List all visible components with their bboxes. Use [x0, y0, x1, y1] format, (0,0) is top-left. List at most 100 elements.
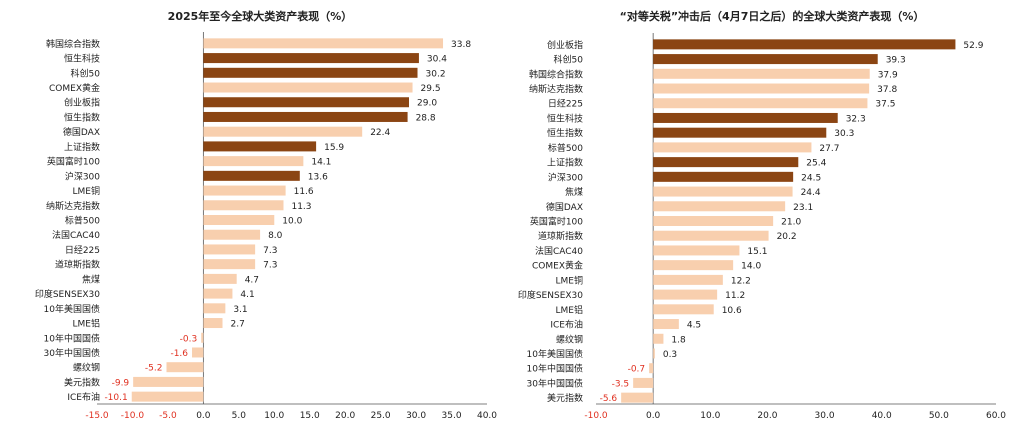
right-x-tick-label: 40.0 — [872, 411, 892, 421]
left-category-label: 上证指数 — [64, 141, 100, 153]
left-category-label: 法国CAC40 — [52, 229, 100, 241]
left-value-label: 3.1 — [233, 305, 247, 315]
left-category-label: 螺纹钢 — [73, 362, 100, 374]
right-value-label: 15.1 — [747, 247, 767, 257]
left-bar — [131, 391, 204, 402]
left-category-label: 10年美国国债 — [44, 303, 100, 315]
left-category-label: 恒生科技 — [64, 53, 100, 65]
left-category-label: 创业板指 — [64, 97, 100, 109]
left-category-label: 美元指数 — [64, 376, 100, 388]
right-bar — [653, 39, 956, 50]
left-value-label: 28.8 — [416, 113, 436, 123]
right-category-label: 印度SENSEX30 — [518, 289, 583, 301]
right-x-tick-label: -10.0 — [584, 411, 608, 421]
left-bar — [203, 97, 409, 108]
right-value-label: 23.1 — [793, 203, 813, 213]
right-value-label: 32.3 — [846, 114, 866, 124]
left-bar — [203, 67, 418, 78]
left-bar — [203, 185, 286, 196]
left-bar — [203, 318, 223, 329]
right-category-label: 30年中国国债 — [527, 377, 583, 389]
left-bar — [166, 362, 204, 373]
left-bar — [201, 332, 204, 343]
right-category-label: 美元指数 — [547, 392, 583, 404]
right-category-label: 创业板指 — [547, 39, 583, 51]
left-bar — [203, 53, 419, 64]
right-bar — [653, 216, 774, 226]
left-value-label: -10.1 — [104, 393, 127, 403]
right-chart: “对等关税”冲击后（4月7日之后）的全球大类资产表现（%） -10.0 0.0 10… — [518, 9, 1006, 421]
left-category-label: 印度SENSEX30 — [35, 288, 100, 300]
right-value-label: -0.7 — [628, 365, 646, 375]
left-category-label: 30年中国国债 — [44, 347, 100, 359]
left-category-label: LME铝 — [73, 318, 100, 330]
left-value-label: -1.6 — [170, 349, 188, 359]
left-category-label: 焦煤 — [82, 273, 100, 285]
right-category-label: 10年美国国债 — [527, 348, 583, 360]
right-bar — [653, 142, 812, 153]
left-category-label: 恒生指数 — [64, 111, 100, 123]
left-bar — [203, 111, 408, 122]
left-value-label: 22.4 — [370, 128, 390, 138]
left-bar — [203, 303, 226, 314]
left-x-tick-label: -15.0 — [85, 411, 109, 421]
left-value-label: 30.4 — [427, 55, 447, 65]
left-bar — [203, 259, 256, 270]
right-category-label: LME铜 — [556, 274, 583, 286]
right-category-label: 恒生指数 — [547, 127, 583, 139]
left-bar — [203, 288, 233, 299]
left-x-tick-label: -10.0 — [121, 411, 145, 421]
right-bar — [653, 171, 794, 182]
right-category-label: LME铝 — [556, 304, 583, 316]
left-x-tick-label: -5.0 — [159, 411, 177, 421]
right-bar — [653, 112, 838, 123]
left-value-label: 10.0 — [282, 217, 302, 227]
left-bar — [203, 170, 300, 181]
right-bar — [653, 304, 714, 315]
left-value-label: 29.5 — [421, 84, 441, 94]
right-bar — [653, 98, 868, 109]
right-value-label: 0.3 — [663, 350, 677, 360]
left-category-label: ICE布油 — [67, 391, 100, 403]
right-x-tick-label: 60.0 — [986, 411, 1006, 421]
right-category-label: 法国CAC40 — [535, 245, 583, 257]
right-bar — [653, 333, 664, 344]
left-value-label: 11.3 — [291, 202, 311, 212]
right-value-label: 20.2 — [777, 232, 797, 242]
left-x-tick-label: 15.0 — [300, 411, 320, 421]
left-value-label: 11.6 — [294, 187, 314, 197]
left-value-label: -5.2 — [145, 364, 163, 374]
left-bar — [133, 376, 204, 387]
left-x-tick-label: 10.0 — [264, 411, 284, 421]
right-value-label: 12.2 — [731, 276, 751, 286]
right-category-label: 纳斯达克指数 — [529, 83, 583, 95]
left-bar — [203, 273, 237, 284]
left-category-label: COMEX黄金 — [49, 82, 100, 94]
right-value-label: -3.5 — [612, 379, 630, 389]
right-bar — [653, 289, 718, 300]
right-value-label: 24.5 — [801, 173, 821, 183]
right-category-label: 10年中国国债 — [527, 363, 583, 375]
right-value-label: 52.9 — [963, 41, 983, 51]
left-value-label: 7.3 — [263, 246, 277, 256]
left-value-label: 8.0 — [268, 231, 283, 241]
left-chart-title: 2025年至今全球大类资产表现（%） — [168, 9, 353, 23]
left-value-label: -9.9 — [112, 378, 130, 388]
left-bar — [203, 244, 256, 255]
right-category-label: 英国富时100 — [530, 216, 583, 228]
right-bar — [653, 127, 827, 138]
left-category-label: 英国富时100 — [47, 156, 100, 168]
left-value-label: 4.1 — [240, 290, 254, 300]
right-x-tick-label: 0.0 — [646, 411, 661, 421]
left-value-label: 15.9 — [324, 143, 344, 153]
left-bar — [203, 215, 275, 225]
right-category-label: 焦煤 — [565, 186, 583, 198]
right-bar — [649, 363, 654, 374]
left-value-label: 4.7 — [245, 275, 259, 285]
left-category-label: 标普500 — [65, 215, 100, 227]
right-x-tick-label: 30.0 — [815, 411, 835, 421]
left-bar — [192, 347, 204, 358]
right-value-label: 37.5 — [875, 100, 895, 110]
